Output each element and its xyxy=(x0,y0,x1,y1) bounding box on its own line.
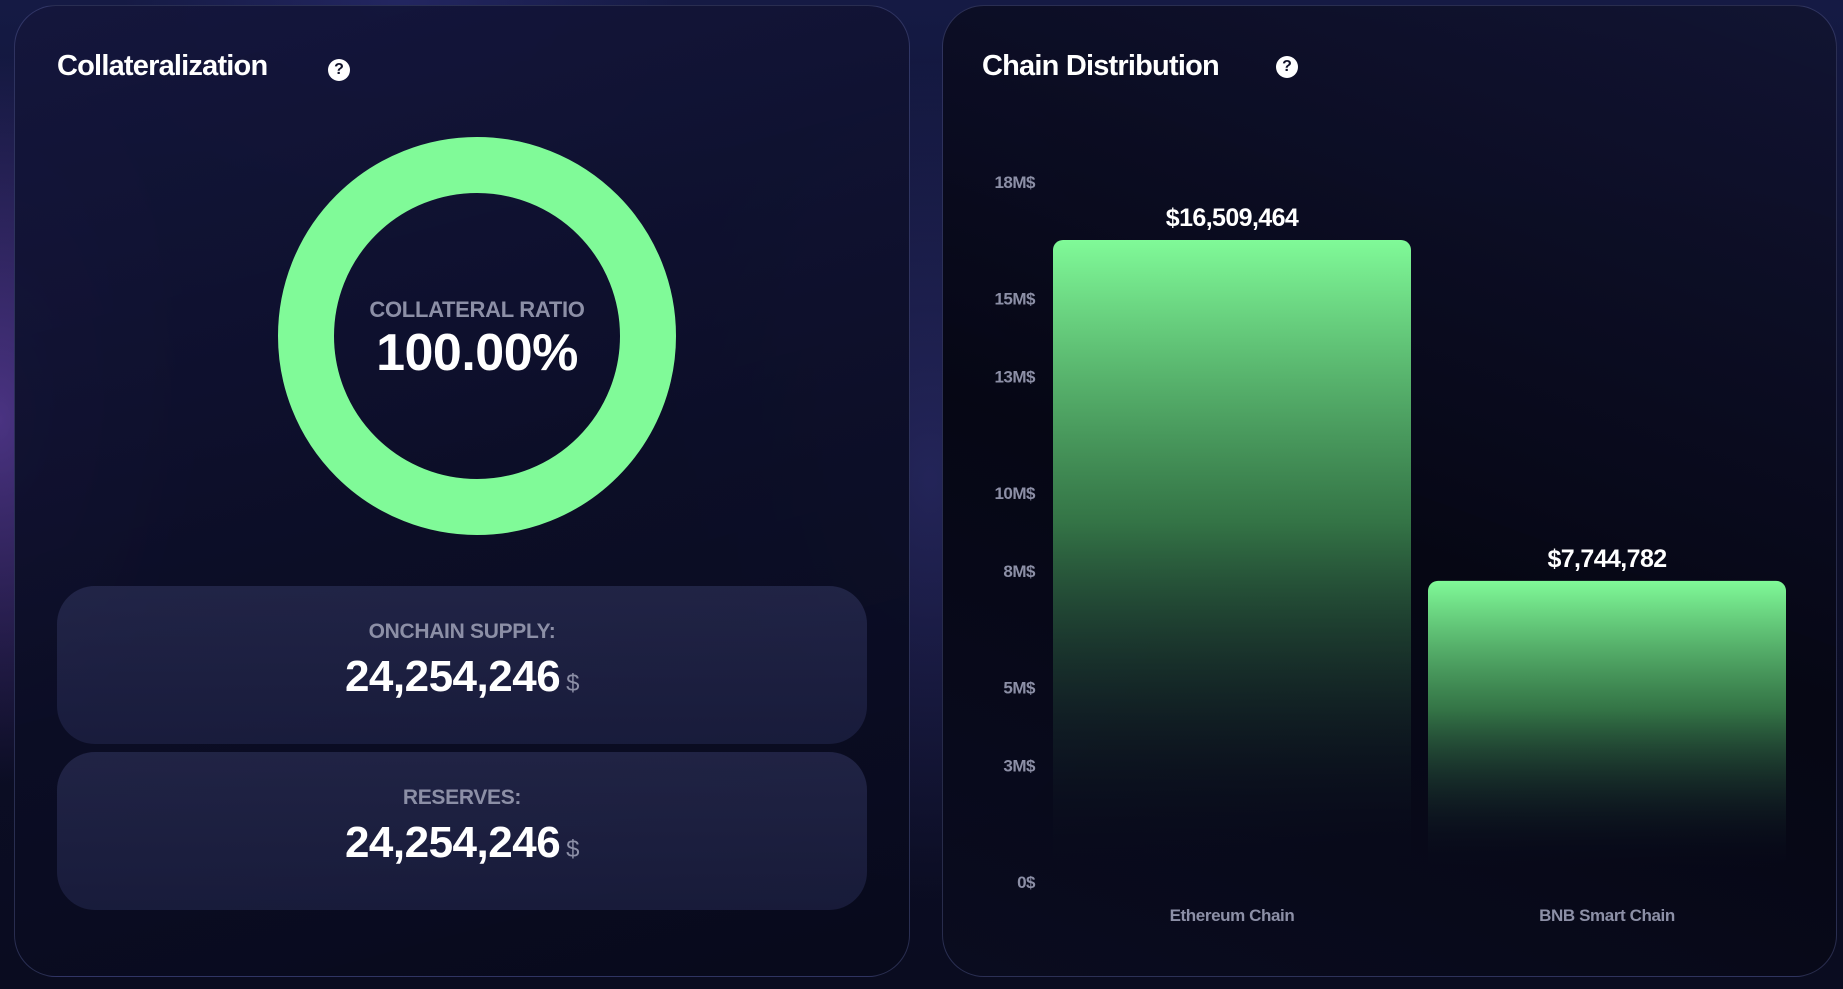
onchain-supply-label: ONCHAIN SUPPLY: xyxy=(368,620,556,643)
donut-ring-svg xyxy=(278,137,676,535)
bar-value-label: $16,509,464 xyxy=(1166,204,1299,232)
bars: $16,509,464 $7,744,782 xyxy=(1053,204,1786,869)
y-tick-label: 0$ xyxy=(1017,873,1036,892)
chain-distribution-panel: Chain Distribution ? 0$ 3M$ 5M$ 8M$ 10M$ 13M$… xyxy=(942,5,1837,977)
bar-ethereum-chain[interactable] xyxy=(1053,239,1411,869)
bar-value-label: $7,744,782 xyxy=(1547,545,1666,573)
onchain-supply-card: ONCHAIN SUPPLY: 24,254,246 $ xyxy=(57,586,867,744)
x-category-label: BNB Smart Chain xyxy=(1539,906,1675,925)
onchain-supply-value: 24,254,246 xyxy=(344,652,561,701)
chain-distribution-chart: 0$3M$5M$8M$10M$13M$15M$18M$ $16,509,464$… xyxy=(994,173,1786,925)
collateral-ratio-donut: COLLATERAL RATIO 100.00% xyxy=(278,137,676,535)
collateralization-help-icon[interactable]: ? xyxy=(328,59,350,81)
reserves-unit: $ xyxy=(566,836,580,863)
y-tick-label: 15M$ xyxy=(994,290,1036,309)
y-tick-label: 3M$ xyxy=(1003,756,1036,775)
onchain-supply-value-row: 24,254,246 $ xyxy=(57,652,867,702)
x-category-label: Ethereum Chain xyxy=(1170,906,1295,925)
y-tick-label: 18M$ xyxy=(994,173,1036,192)
y-tick-label: 8M$ xyxy=(1003,562,1036,581)
reserves-label: RESERVES: xyxy=(402,786,522,809)
collateralization-panel: Collateralization ? COLLATERAL RATIO 100… xyxy=(14,5,910,977)
chain-distribution-help-icon[interactable]: ? xyxy=(1276,56,1298,78)
bar-bnb-smart-chain[interactable] xyxy=(1428,580,1786,868)
y-tick-label: 5M$ xyxy=(1003,679,1036,698)
y-axis: 0$ 3M$ 5M$ 8M$ 10M$ 13M$ 15M$ 18M$ xyxy=(994,173,1036,892)
onchain-supply-unit: $ xyxy=(566,670,580,697)
reserves-value-row: 24,254,246 $ xyxy=(57,818,867,868)
chain-distribution-title: Chain Distribution xyxy=(982,50,1220,82)
reserves-value: 24,254,246 xyxy=(344,818,561,867)
y-tick-label: 13M$ xyxy=(994,367,1036,386)
collateral-ratio-value: 100.00% xyxy=(376,324,578,382)
y-tick-label: 10M$ xyxy=(994,484,1036,503)
x-axis: Ethereum Chain BNB Smart Chain xyxy=(1170,906,1676,925)
collateral-ratio-label: COLLATERAL RATIO xyxy=(369,297,585,322)
collateralization-title: Collateralization xyxy=(57,50,268,82)
reserves-card: RESERVES: 24,254,246 $ xyxy=(57,752,867,910)
donut-ring xyxy=(278,137,676,535)
